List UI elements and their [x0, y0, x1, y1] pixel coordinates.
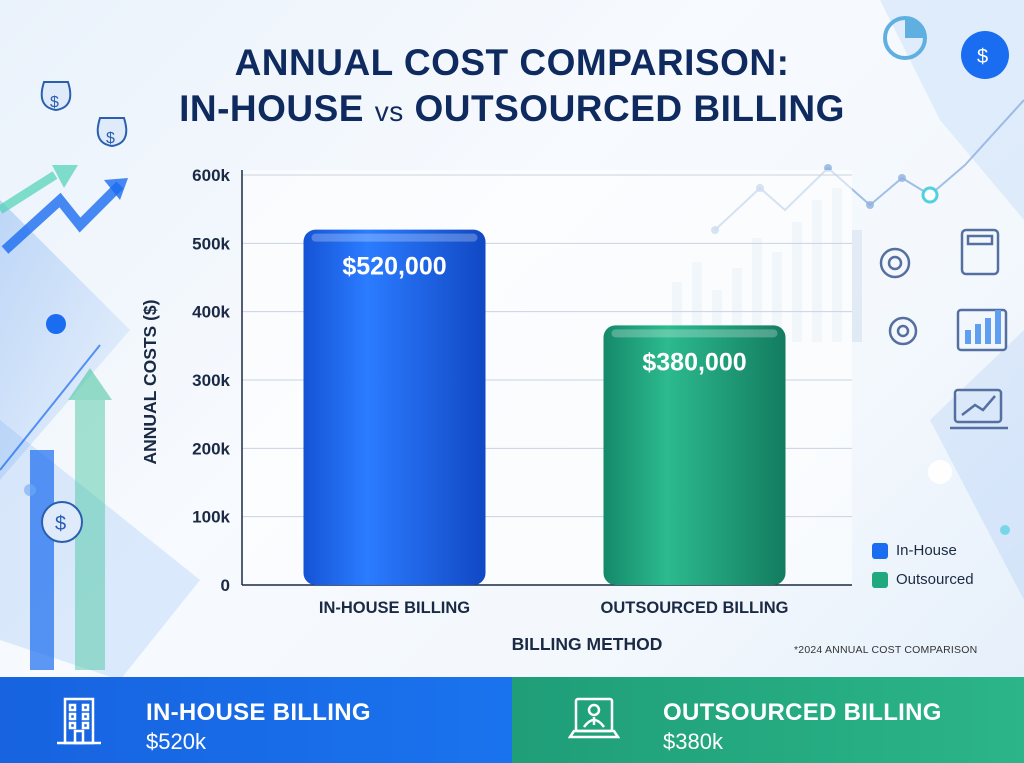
title-line-1: ANNUAL COST COMPARISON: — [234, 42, 790, 83]
y-tick-label: 400k — [192, 303, 230, 322]
y-tick-label: 600k — [192, 166, 230, 185]
legend-label-outsourced: Outsourced — [896, 571, 974, 588]
x-axis-title: BILLING METHOD — [512, 634, 663, 654]
laptop-person-icon — [568, 697, 620, 739]
y-tick-label: 300k — [192, 371, 230, 390]
y-tick-label: 200k — [192, 439, 230, 458]
y-tick-label: 0 — [221, 576, 230, 595]
y-tick-label: 500k — [192, 234, 230, 253]
bar-outsourced — [603, 325, 786, 585]
footnote: *2024 ANNUAL COST COMPARISON — [794, 644, 978, 656]
legend-item-outsourced: Outsourced — [872, 565, 974, 594]
footer-in-house-value: $520k — [146, 729, 206, 754]
data-label: $380,000 — [642, 348, 746, 376]
bar-highlight — [611, 329, 778, 338]
x-tick-label: IN-HOUSE BILLING — [319, 599, 470, 617]
title-outsourced: OUTSOURCED BILLING — [414, 88, 845, 129]
y-tick-label: 100k — [192, 508, 230, 527]
footer-outsourced-name: OUTSOURCED BILLING — [663, 699, 942, 726]
title-in-house: IN-HOUSE — [179, 88, 364, 129]
chart-legend: In-House Outsourced — [872, 536, 974, 594]
legend-item-in-house: In-House — [872, 536, 974, 565]
bar-highlight — [311, 233, 478, 242]
footer-in-house-name: IN-HOUSE BILLING — [146, 699, 371, 726]
footer-outsourced-value: $380k — [663, 729, 723, 754]
y-axis-title: ANNUAL COSTS ($) — [140, 300, 160, 465]
x-tick-label: OUTSOURCED BILLING — [601, 599, 789, 617]
footer-panel-in-house: IN-HOUSE BILLING $520k — [0, 677, 512, 763]
title-line-2: IN-HOUSE vs OUTSOURCED BILLING — [0, 86, 1024, 135]
footer-panel-outsourced: OUTSOURCED BILLING $380k — [512, 677, 1024, 763]
title-vs: vs — [374, 96, 404, 127]
legend-swatch-in-house — [872, 542, 888, 559]
data-label: $520,000 — [342, 253, 446, 281]
legend-label-in-house: In-House — [896, 542, 957, 559]
bar-in-house — [303, 229, 486, 585]
chart-title: ANNUAL COST COMPARISON: IN-HOUSE vs OUTS… — [0, 40, 1024, 135]
office-building-icon — [57, 697, 101, 745]
legend-swatch-outsourced — [872, 571, 888, 588]
